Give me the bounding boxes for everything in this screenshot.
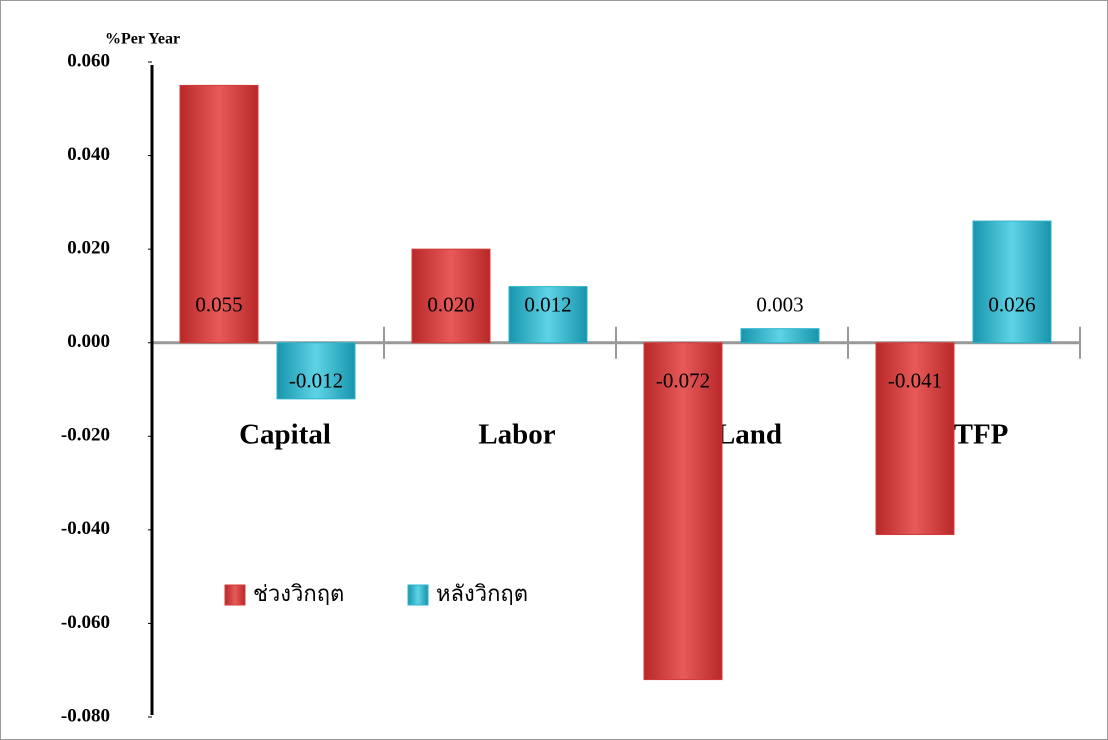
- y-tick-label: -0.020: [61, 425, 110, 446]
- bar: [643, 342, 723, 681]
- bar: [508, 286, 588, 344]
- x-tick-label: Labor: [478, 419, 555, 451]
- y-tick-label: -0.040: [61, 518, 110, 539]
- x-tick-label: TFP: [954, 419, 1009, 451]
- legend-swatch: [407, 584, 429, 606]
- y-tick-label: 0.000: [67, 331, 110, 352]
- bar: [179, 84, 259, 344]
- bar: [972, 220, 1052, 344]
- value-label: -0.041: [888, 369, 942, 393]
- value-label: 0.012: [524, 293, 571, 317]
- value-label: -0.012: [289, 369, 343, 393]
- bar: [276, 342, 356, 400]
- y-tick-label: 0.020: [67, 238, 110, 259]
- y-tick-label: -0.080: [61, 705, 110, 726]
- bar: [411, 248, 491, 344]
- value-label: 0.026: [988, 293, 1035, 317]
- value-label: 0.020: [427, 293, 474, 317]
- legend-swatch: [224, 584, 246, 606]
- legend-label: หลังวิกฤต: [436, 581, 528, 606]
- bar: [740, 328, 820, 344]
- value-label: -0.072: [656, 369, 710, 393]
- y-tick-label: 0.060: [67, 50, 110, 71]
- value-label: 0.003: [756, 293, 803, 317]
- x-tick-label: Capital: [239, 419, 331, 451]
- y-axis-label: %Per Year: [105, 31, 180, 48]
- x-tick-label: Land: [716, 419, 782, 451]
- y-tick-label: 0.040: [67, 144, 110, 165]
- bar: [875, 342, 955, 536]
- y-tick-label: -0.060: [61, 612, 110, 633]
- value-label: 0.055: [195, 293, 242, 317]
- legend-label: ช่วงวิกฤต: [253, 581, 344, 606]
